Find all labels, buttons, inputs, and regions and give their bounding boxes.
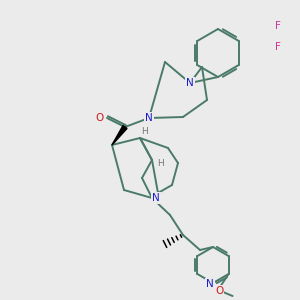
- Text: N: N: [152, 193, 160, 203]
- Text: N: N: [145, 113, 153, 123]
- Text: F: F: [275, 42, 281, 52]
- Text: H: H: [157, 160, 164, 169]
- Text: O: O: [215, 286, 224, 296]
- Text: H: H: [142, 128, 148, 136]
- Text: N: N: [186, 78, 194, 88]
- Text: O: O: [95, 113, 103, 123]
- Text: F: F: [275, 21, 281, 31]
- Text: N: N: [206, 279, 214, 289]
- Polygon shape: [112, 125, 127, 145]
